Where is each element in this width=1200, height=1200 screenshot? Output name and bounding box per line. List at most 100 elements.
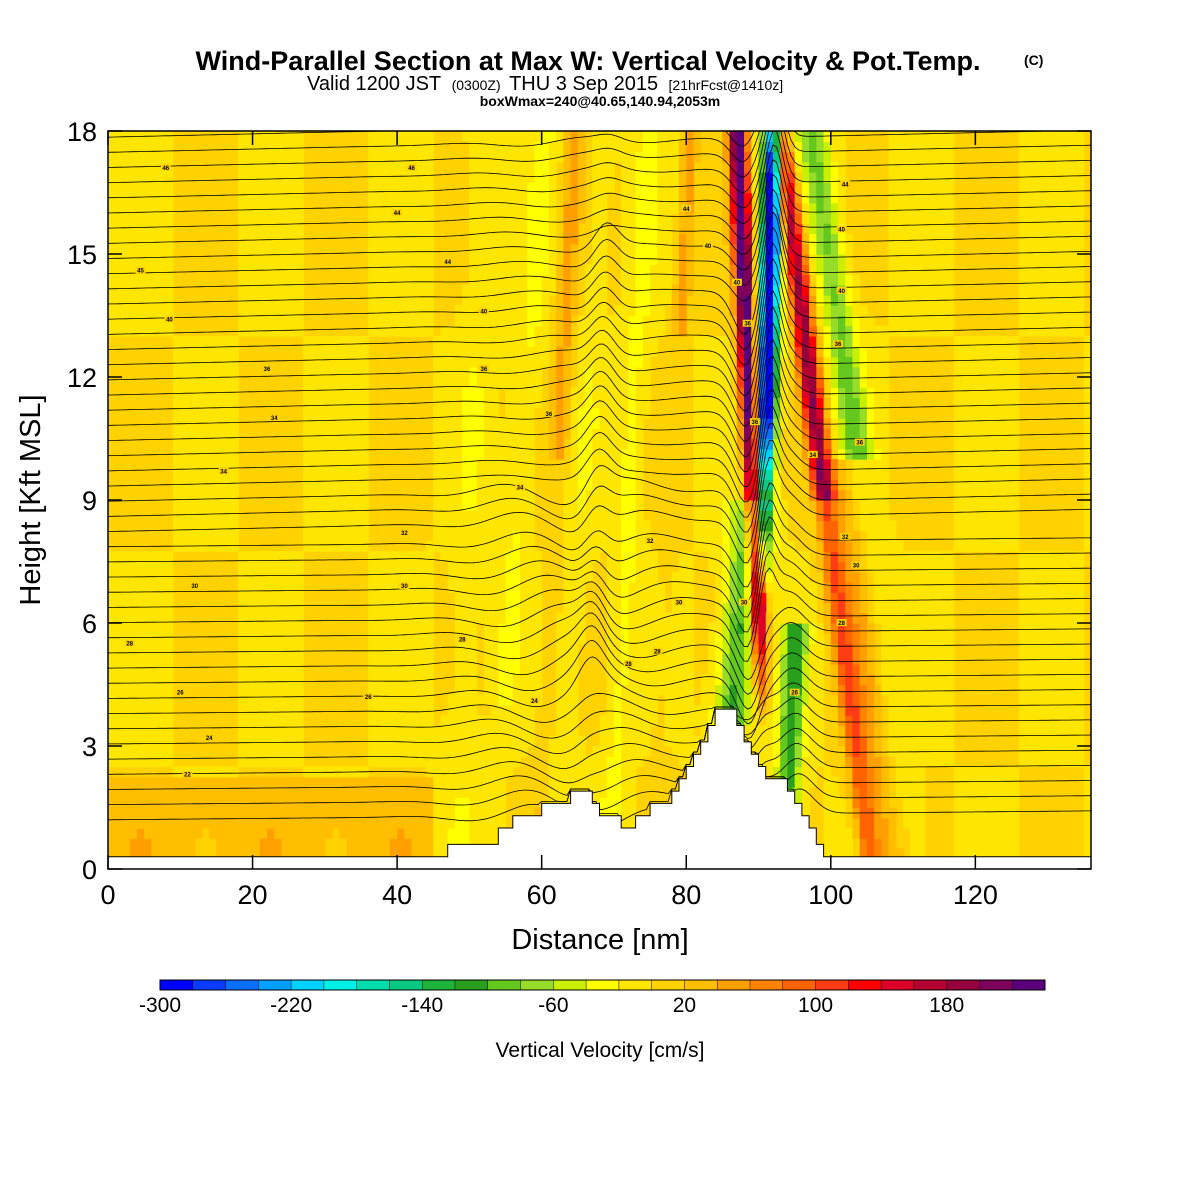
contour-label: 30	[741, 601, 748, 607]
theta-contours	[108, 131, 1091, 822]
contour-label-bg	[840, 180, 851, 188]
subtitle-date: THU 3 Sep 2015	[509, 73, 658, 95]
theta-contour	[108, 306, 1091, 427]
theta-contour	[108, 706, 1091, 754]
contour-label-bg	[182, 770, 193, 778]
contour-label: 34	[517, 486, 524, 492]
contour-label: 24	[206, 736, 213, 742]
contour-label-bg	[135, 266, 146, 274]
contour-label-bg	[674, 598, 685, 606]
subtitle-forecast: [21hrFcst@1410z]	[669, 77, 784, 93]
contour-label: 40	[705, 244, 712, 250]
x-tick-label: 120	[953, 880, 998, 910]
contour-label: 40	[481, 309, 488, 315]
contour-label-bg	[514, 483, 525, 491]
theta-contour	[108, 601, 1091, 681]
colorbar-swatch	[389, 980, 423, 990]
contour-label: 40	[838, 227, 845, 233]
subtitle-valid: Valid 1200 JST	[307, 73, 441, 95]
contour-label: 26	[177, 691, 184, 697]
contour-label-bg	[399, 582, 410, 590]
contour-label-bg	[836, 225, 847, 233]
contour-label-bg	[833, 340, 844, 348]
colorbar-swatch	[323, 980, 357, 990]
contour-label: 28	[838, 621, 845, 627]
contour-label: 34	[809, 453, 816, 459]
contour-label: 26	[365, 695, 372, 701]
theta-contour	[108, 131, 1091, 193]
contour-label: 36	[744, 322, 751, 328]
contour-label-bg	[164, 315, 175, 323]
chart-subtitle: Valid 1200 JST (0300Z) THU 3 Sep 2015 [2…	[307, 73, 783, 95]
terrain	[108, 708, 1091, 869]
contour-label-bg	[399, 528, 410, 536]
theta-contour	[108, 159, 1091, 256]
x-tick-label: 100	[808, 880, 853, 910]
y-tick-label: 9	[82, 486, 97, 516]
theta-contour	[108, 697, 1091, 739]
colorbar-label: 20	[673, 994, 696, 1017]
y-axis-title: Height [Kft MSL]	[15, 394, 47, 605]
theta-contour	[108, 389, 1091, 503]
chart-title-suffix: (C)	[1024, 52, 1043, 68]
contour-label: 40	[166, 318, 173, 324]
theta-contour	[108, 456, 1091, 564]
theta-contour	[108, 203, 1091, 302]
contour-label-bg	[742, 319, 753, 327]
colorbar-swatch	[192, 980, 226, 990]
theta-contour	[108, 682, 1091, 723]
colorbar-swatch	[160, 980, 194, 990]
contour-label: 36	[264, 367, 271, 373]
contour-label: 32	[401, 531, 408, 537]
y-tick-label: 3	[82, 732, 97, 762]
contour-label: 36	[546, 412, 553, 418]
colorbar-label: 180	[929, 994, 964, 1017]
contour-label: 36	[856, 441, 863, 447]
x-tick-label: 0	[100, 880, 115, 910]
contour-label: 30	[401, 584, 408, 590]
contour-label-bg	[269, 414, 280, 421]
theta-contour	[108, 322, 1091, 442]
theta-contour	[108, 406, 1091, 518]
contour-label-bg	[406, 163, 417, 171]
contour-label-bg	[218, 467, 229, 475]
contour-label-bg	[204, 733, 215, 741]
contour-label-bg	[623, 660, 634, 667]
y-tick-label: 18	[67, 117, 97, 147]
contour-label-bg	[840, 532, 851, 540]
contour-label: 45	[137, 268, 144, 274]
contour-label: 40	[733, 281, 740, 287]
x-tick-label: 80	[671, 880, 701, 910]
theta-contour	[108, 612, 1091, 695]
contour-label-bg	[457, 635, 468, 643]
contour-label-bg	[363, 692, 374, 700]
x-tick-label: 40	[382, 880, 412, 910]
colorbar-swatch	[750, 980, 784, 990]
contour-label-bg	[702, 241, 713, 249]
theta-contour	[108, 289, 1091, 412]
theta-contour	[108, 625, 1091, 710]
colorbar-swatch	[258, 980, 292, 990]
theta-contour	[108, 482, 1091, 588]
contour-label: 34	[271, 416, 278, 422]
colorbar-swatch	[651, 980, 685, 990]
contour-label: 36	[835, 342, 842, 348]
chart-box-wmax: boxWmax=240@40.65,140.94,2053m	[480, 93, 721, 109]
theta-contour	[108, 144, 1091, 240]
contour-label-bg	[442, 258, 453, 266]
contour-label: 28	[654, 650, 661, 656]
theta-contour	[108, 257, 1091, 382]
theta-contour	[108, 211, 1091, 335]
contour-label: 30	[676, 601, 683, 607]
theta-contour	[108, 131, 1091, 209]
theta-contour	[108, 440, 1091, 548]
contour-label: 46	[162, 166, 169, 172]
contour-label-bg	[681, 204, 692, 212]
contour-label: 28	[126, 642, 133, 648]
colorbar-swatch	[225, 980, 259, 990]
contour-label: 32	[842, 535, 849, 541]
subtitle-utc: (0300Z)	[452, 77, 501, 93]
theta-contour	[108, 656, 1091, 740]
